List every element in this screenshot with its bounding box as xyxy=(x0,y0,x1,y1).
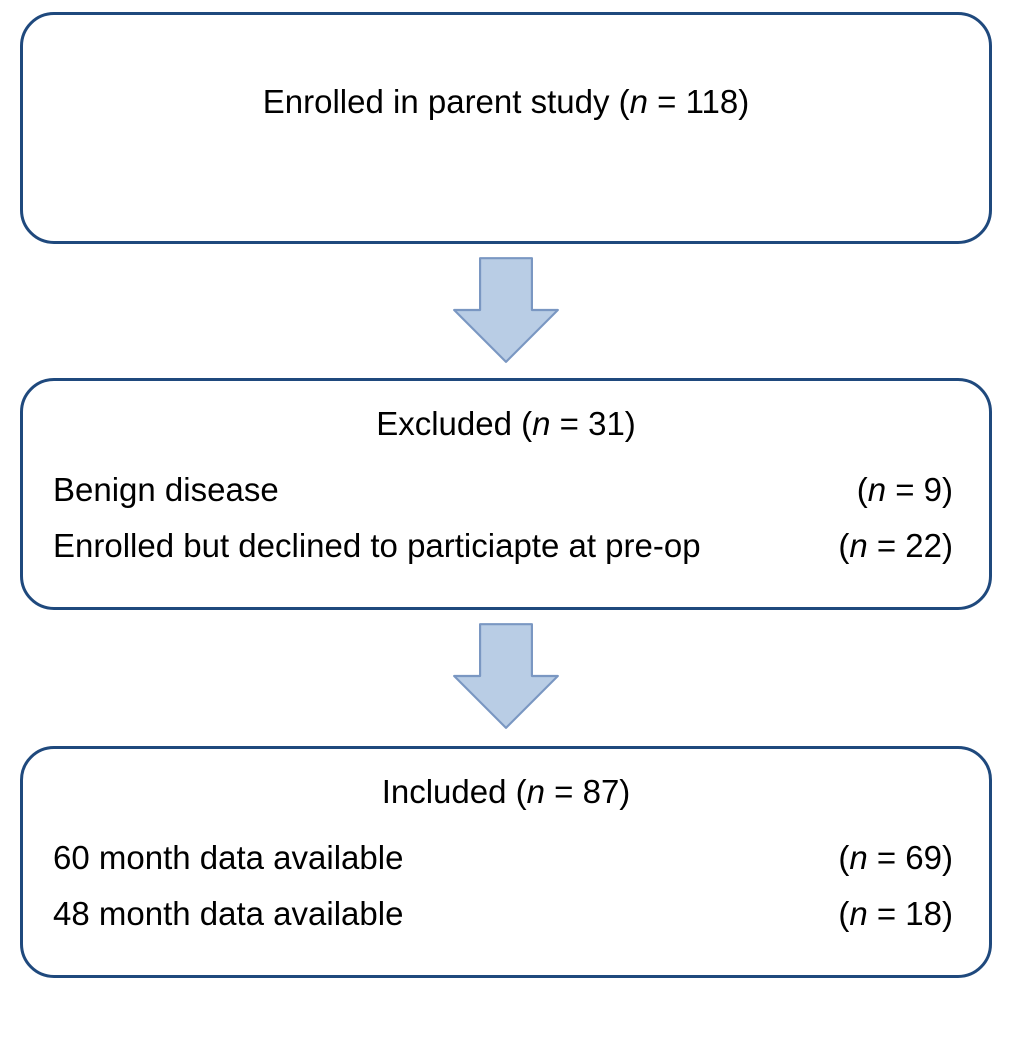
flow-box-enrolled: Enrolled in parent study (n = 118) xyxy=(20,12,992,244)
flow-box-excluded: Excluded (n = 31)Benign disease(n = 9)En… xyxy=(20,378,992,610)
arrow-down-icon xyxy=(452,622,560,730)
n-symbol: n xyxy=(849,839,867,876)
row-left: 60 month data available xyxy=(53,839,403,877)
detail-row: Benign disease (n = 9) xyxy=(53,471,953,509)
n-symbol: n xyxy=(527,773,545,810)
title-post: = 31) xyxy=(550,405,635,442)
row-right: (n = 22) xyxy=(838,527,953,565)
title-pre: Included ( xyxy=(382,773,527,810)
down-arrow-2 xyxy=(452,622,560,730)
title-pre: Enrolled in parent study ( xyxy=(263,83,630,120)
row-left: Enrolled but declined to particiapte at … xyxy=(53,527,701,565)
row-left: 48 month data available xyxy=(53,895,403,933)
flowchart-canvas: Enrolled in parent study (n = 118)Exclud… xyxy=(0,0,1011,1050)
box-title: Enrolled in parent study (n = 118) xyxy=(23,83,989,121)
arrow-down-icon xyxy=(452,256,560,364)
down-arrow-1 xyxy=(452,256,560,364)
row-right: (n = 69) xyxy=(838,839,953,877)
rows-container: 60 month data available (n = 69) 48 month … xyxy=(53,839,953,933)
box-title: Included (n = 87) xyxy=(23,773,989,811)
n-symbol: n xyxy=(868,471,886,508)
n-symbol: n xyxy=(532,405,550,442)
rows-container: Benign disease (n = 9) Enrolled but declin… xyxy=(53,471,953,565)
n-symbol: n xyxy=(630,83,648,120)
flow-box-included: Included (n = 87)60 month data available… xyxy=(20,746,992,978)
title-pre: Excluded ( xyxy=(376,405,532,442)
n-symbol: n xyxy=(849,527,867,564)
row-right: (n = 9) xyxy=(857,471,953,509)
n-symbol: n xyxy=(849,895,867,932)
title-post: = 87) xyxy=(545,773,630,810)
detail-row: 60 month data available (n = 69) xyxy=(53,839,953,877)
detail-row: 48 month data available (n = 18) xyxy=(53,895,953,933)
row-left: Benign disease xyxy=(53,471,279,509)
box-title: Excluded (n = 31) xyxy=(23,405,989,443)
title-post: = 118) xyxy=(648,83,749,120)
detail-row: Enrolled but declined to particiapte at … xyxy=(53,527,953,565)
row-right: (n = 18) xyxy=(838,895,953,933)
